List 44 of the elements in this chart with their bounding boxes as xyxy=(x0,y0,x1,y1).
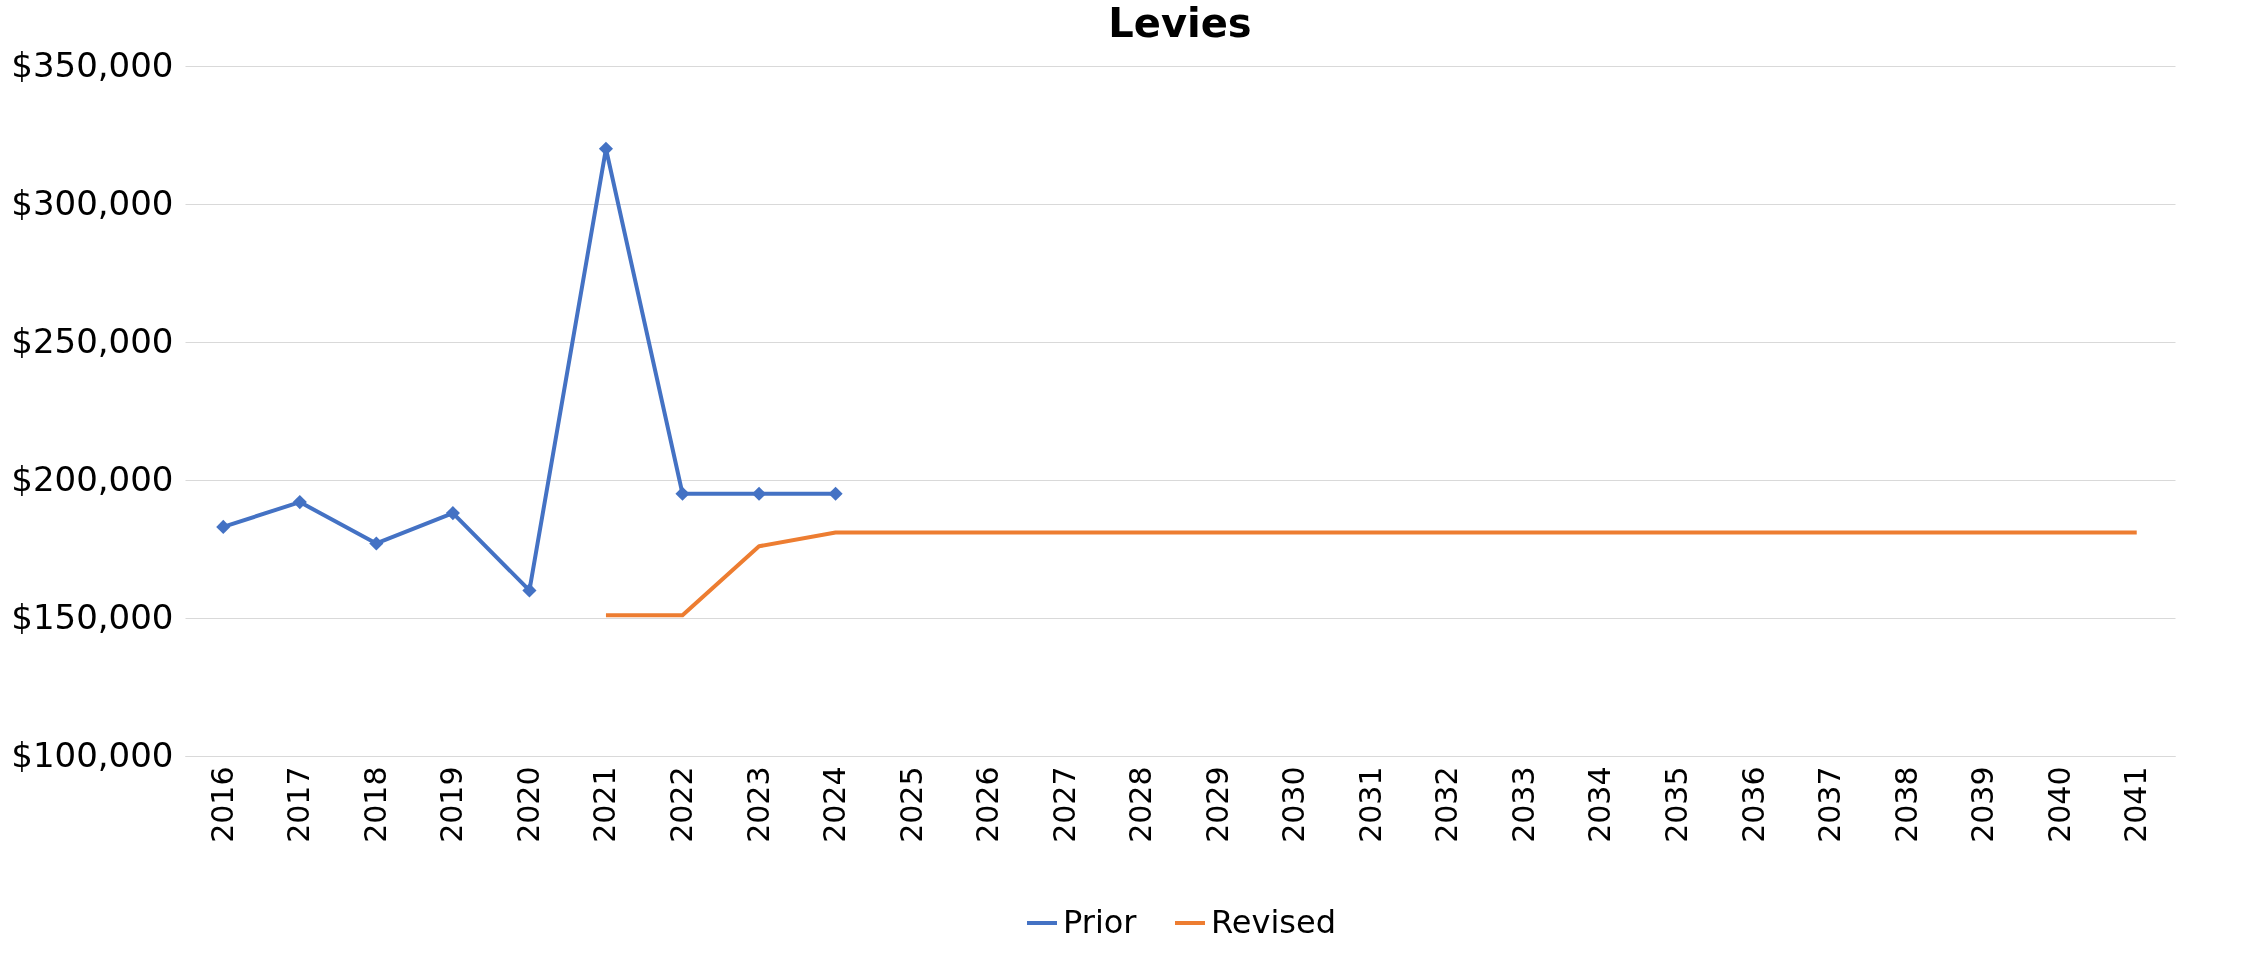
point xyxy=(675,486,690,501)
x-tick-label: 2019 xyxy=(434,766,470,843)
x-tick-label: 2020 xyxy=(510,766,546,843)
point xyxy=(751,486,767,501)
point xyxy=(522,583,537,598)
x-tick-label: 2026 xyxy=(970,766,1006,843)
x-tick-label: 2024 xyxy=(817,766,853,843)
legend-label: Revised xyxy=(1211,903,1336,941)
y-tick-label: $250,000 xyxy=(11,320,174,361)
point xyxy=(445,506,460,521)
y-tick-label: $350,000 xyxy=(11,44,174,85)
x-tick-label: 2023 xyxy=(740,766,776,843)
x-tick-label: 2027 xyxy=(1046,766,1082,843)
x-tick-label: 2028 xyxy=(1123,766,1159,843)
point xyxy=(292,495,307,510)
x-tick-label: 2017 xyxy=(281,766,317,843)
x-tick-label: 2041 xyxy=(2118,766,2154,843)
x-tick-label: 2035 xyxy=(1659,766,1694,843)
x-tick-label: 2038 xyxy=(1888,766,1924,843)
x-tick-label: 2032 xyxy=(1429,766,1465,843)
x-tick-label: 2029 xyxy=(1199,766,1235,843)
point xyxy=(828,486,843,501)
legend-label: Prior xyxy=(1063,903,1138,941)
x-tick-label: 2034 xyxy=(1582,766,1618,843)
point xyxy=(369,536,384,551)
x-tick-label: 2022 xyxy=(664,766,699,843)
x-tick-label: 2036 xyxy=(1735,766,1771,843)
y-tick-label: $100,000 xyxy=(11,734,174,775)
y-tick-label: $300,000 xyxy=(11,182,174,223)
chart-title: Levies xyxy=(1108,0,1252,46)
x-tick-label: 2031 xyxy=(1352,766,1388,843)
y-tick-label: $150,000 xyxy=(11,596,174,637)
point xyxy=(598,141,614,156)
x-tick-label: 2016 xyxy=(204,766,240,843)
x-tick-label: 2018 xyxy=(357,766,393,843)
x-tick-label: 2025 xyxy=(893,766,929,843)
x-tick-label: 2039 xyxy=(1965,766,2001,843)
x-tick-label: 2040 xyxy=(2041,766,2077,843)
x-tick-label: 2037 xyxy=(1812,766,1848,843)
y-tick-label: $200,000 xyxy=(11,458,174,499)
x-tick-label: 2033 xyxy=(1505,766,1541,843)
x-tick-label: 2030 xyxy=(1276,766,1312,843)
point xyxy=(216,519,231,534)
x-tick-label: 2021 xyxy=(587,766,623,843)
